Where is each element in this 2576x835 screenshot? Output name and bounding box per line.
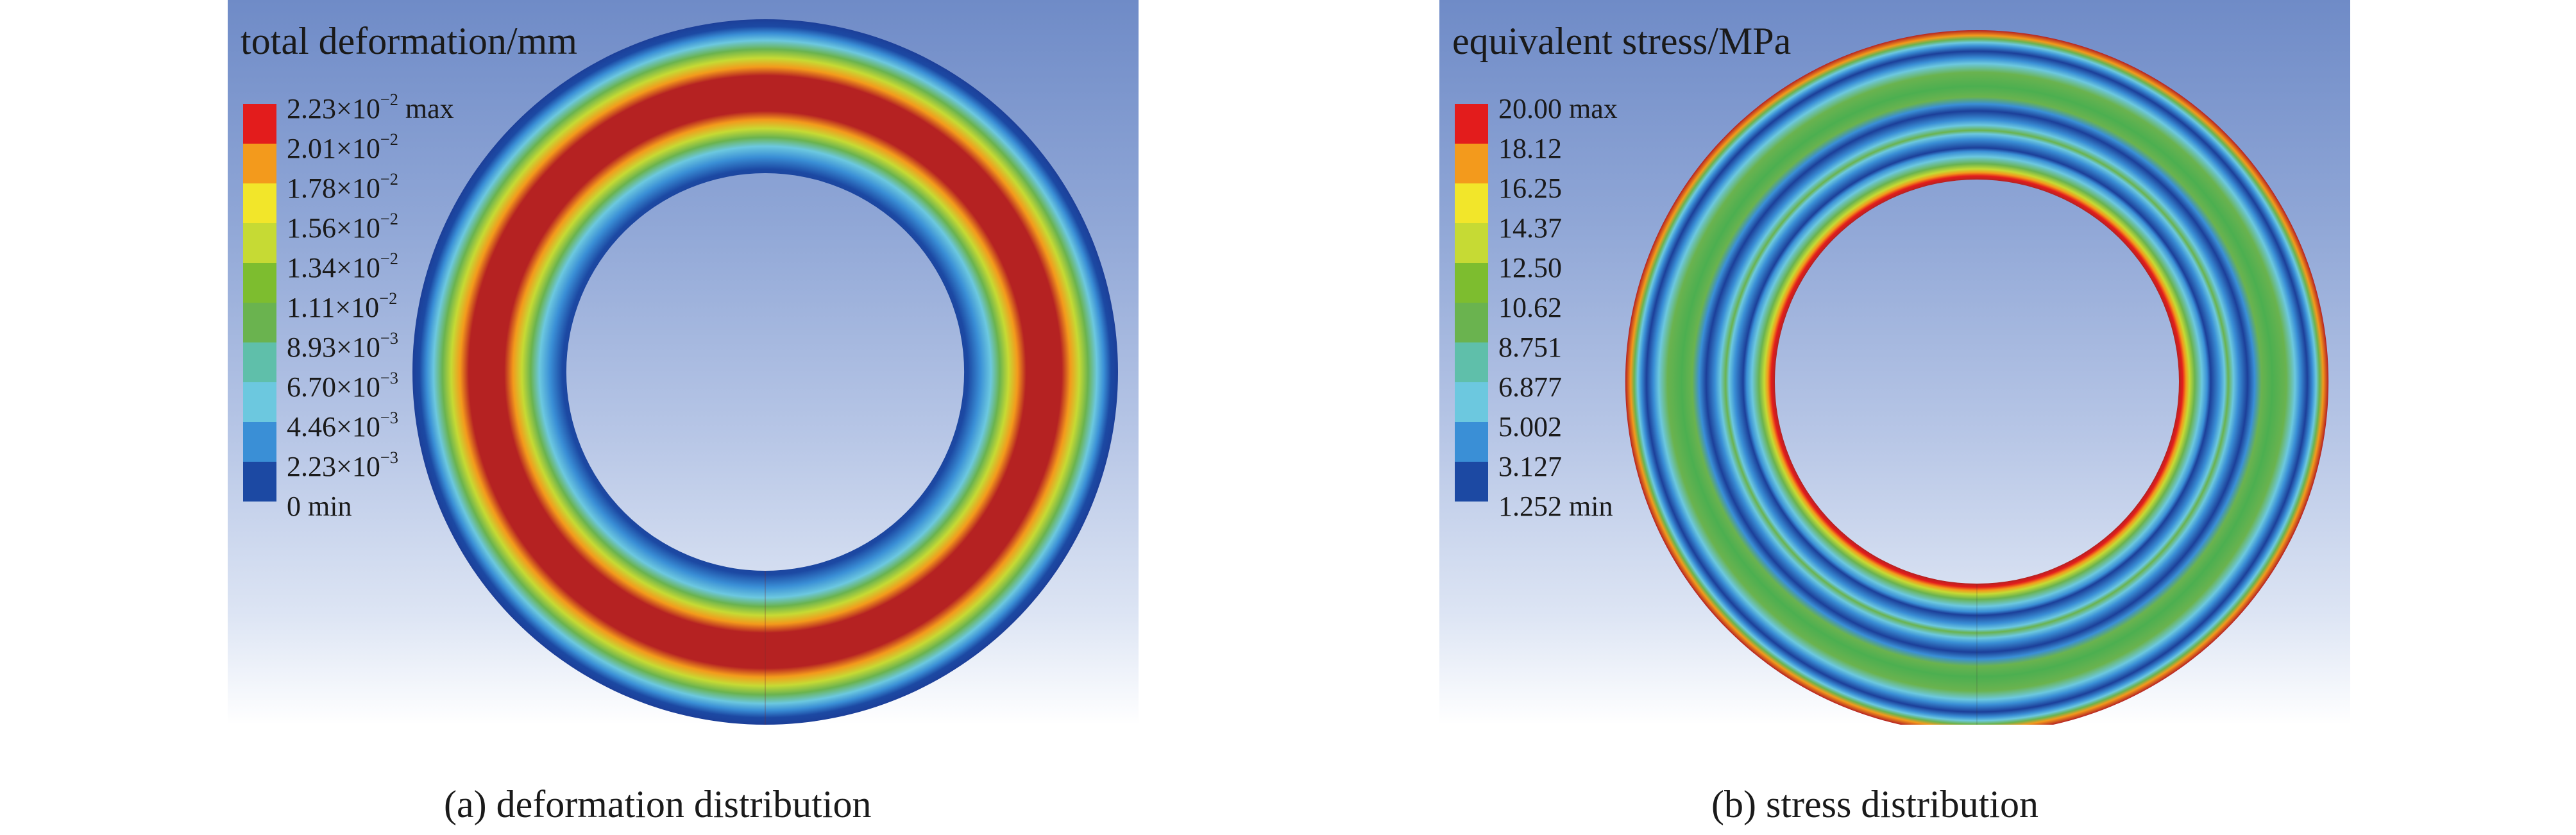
legend-swatch [243,144,276,183]
legend-label: 12.50 [1498,252,1562,283]
legend-label: 1.11×10−2 [287,289,398,323]
stress-contour-ring [1625,30,2328,725]
legend-label: 2.23×10−2 max [287,90,454,124]
legend-swatch [243,303,276,342]
legend-label: 18.12 [1498,133,1562,164]
legend-label: 6.70×10−3 [287,368,398,403]
legend-swatch [1455,183,1488,223]
deformation-contour-ring [412,19,1118,725]
legend-swatch [243,263,276,303]
stress-panel: equivalent stress/MPa 20.00 max 18.12 16.2… [1439,0,2350,725]
legend-min-label: 0 min [287,491,352,522]
legend-swatch [243,422,276,462]
legend-swatch [1455,104,1488,144]
legend-swatch [1455,144,1488,183]
legend-label: 16.25 [1498,173,1562,204]
legend-label: 14.37 [1498,212,1562,244]
legend-label: 1.34×10−2 [287,249,398,283]
legend-swatch [1455,223,1488,263]
stress-caption: (b) stress distribution [1711,783,2038,825]
legend-swatch [1455,382,1488,422]
deformation-caption: (a) deformation distribution [444,783,872,825]
legend-label: 8.751 [1498,332,1562,363]
legend-swatch [1455,263,1488,303]
deformation-legend: 2.23×10−2 max 2.01×10−2 1.78×10−2 1.56×10−2… [243,91,602,540]
legend-swatch [243,462,276,502]
deformation-panel: total deformation/mm 2.23×10−2 max 2.01×1… [228,0,1139,725]
legend-swatch [1455,422,1488,462]
legend-label: 6.877 [1498,371,1562,403]
deformation-title: total deformation/mm [241,20,577,62]
legend-label: 20.00 max [1498,93,1618,124]
legend-swatch [243,342,276,382]
legend-label: 1.56×10−2 [287,209,398,244]
legend-swatch [1455,342,1488,382]
legend-label: 5.002 [1498,411,1562,443]
legend-label: 8.93×10−3 [287,328,398,363]
legend-label: 1.78×10−2 [287,169,398,204]
legend-swatch [243,104,276,144]
legend-label: 3.127 [1498,451,1562,482]
stress-legend: 20.00 max 18.12 16.25 14.37 12.50 10.62 8.751 6… [1455,95,1814,540]
legend-label: 2.23×10−3 [287,448,398,482]
legend-swatch [243,382,276,422]
stress-title: equivalent stress/MPa [1452,20,1792,62]
legend-swatch [243,223,276,263]
legend-label: 4.46×10−3 [287,408,398,443]
legend-label: 10.62 [1498,292,1562,323]
legend-label: 2.01×10−2 [287,130,398,164]
legend-min-label: 1.252 min [1498,491,1613,522]
legend-swatch [243,183,276,223]
legend-swatch [1455,462,1488,502]
legend-swatch [1455,303,1488,342]
